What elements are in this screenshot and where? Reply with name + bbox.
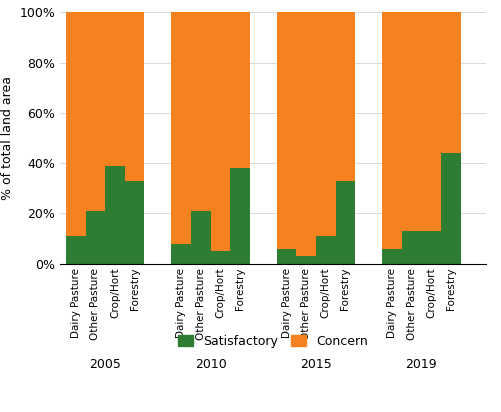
Bar (86, 211, 105, 264)
Bar (105, 12, 125, 166)
Legend: Satisfactory, Concern: Satisfactory, Concern (173, 330, 373, 353)
Bar (402, 12, 421, 231)
Bar (421, 231, 441, 264)
Bar (125, 12, 144, 181)
Bar (382, 12, 402, 248)
Bar (402, 231, 421, 264)
Bar (441, 12, 460, 153)
Bar (336, 12, 355, 181)
Bar (382, 248, 402, 264)
Bar (210, 251, 230, 264)
Bar (66, 236, 86, 264)
Bar (316, 236, 336, 264)
Bar (105, 166, 125, 264)
Bar (316, 12, 336, 236)
Bar (191, 211, 210, 264)
Text: 2010: 2010 (195, 358, 226, 371)
Bar (441, 153, 460, 264)
Bar (277, 248, 297, 264)
Bar (297, 12, 316, 256)
Bar (191, 12, 210, 211)
Bar (171, 243, 191, 264)
Bar (421, 12, 441, 231)
Bar (297, 256, 316, 264)
Bar (210, 12, 230, 251)
Bar (277, 12, 297, 248)
Bar (230, 12, 249, 168)
Bar (125, 181, 144, 264)
Text: 2015: 2015 (300, 358, 332, 371)
Bar (86, 12, 105, 211)
Text: 2005: 2005 (89, 358, 121, 371)
Bar (66, 12, 86, 236)
Y-axis label: % of total land area: % of total land area (1, 76, 14, 200)
Text: 2019: 2019 (405, 358, 437, 371)
Bar (336, 181, 355, 264)
Bar (230, 168, 249, 264)
Bar (171, 12, 191, 243)
